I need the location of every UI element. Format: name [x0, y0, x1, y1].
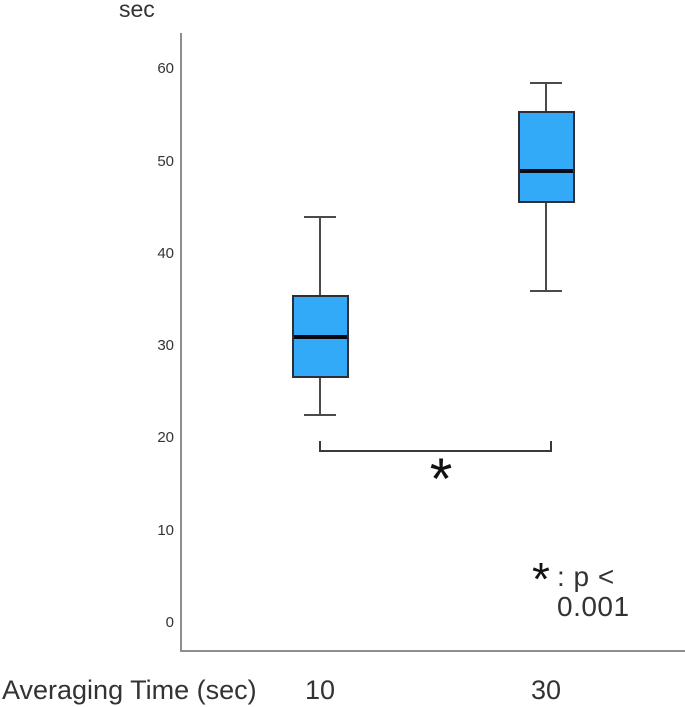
median-line [519, 168, 573, 173]
lower-whisker-cap [530, 289, 562, 292]
y-tick-label: 30 [157, 337, 174, 355]
significance-bracket [319, 441, 552, 452]
y-tick-label: 20 [157, 429, 174, 447]
upper-whisker-line [319, 216, 321, 296]
y-axis-unit-label: sec [119, 0, 155, 22]
y-tick-label: 50 [157, 152, 174, 170]
upper-whisker-line [545, 83, 547, 111]
significance-asterisk-icon: * [429, 447, 453, 512]
iqr-box [517, 110, 575, 204]
lower-whisker-line [319, 378, 321, 416]
x-category-label: 30 [530, 675, 562, 705]
y-tick-label: 10 [157, 521, 174, 539]
median-line [293, 334, 347, 339]
x-axis-title: Averaging Time (sec) [2, 675, 257, 705]
lower-whisker-cap [304, 414, 336, 417]
y-tick-label: 40 [157, 244, 174, 262]
y-tick-label: 60 [157, 60, 174, 78]
x-category-label: 10 [304, 675, 336, 705]
upper-whisker-cap [304, 215, 336, 218]
legend-asterisk-icon: * [532, 553, 550, 605]
x-axis-line [180, 650, 685, 652]
y-axis-line [180, 33, 182, 652]
legend-note-text: : p < 0.001 [557, 561, 630, 622]
upper-whisker-cap [530, 82, 562, 85]
lower-whisker-line [545, 203, 547, 291]
y-tick-label: 0 [165, 614, 174, 631]
